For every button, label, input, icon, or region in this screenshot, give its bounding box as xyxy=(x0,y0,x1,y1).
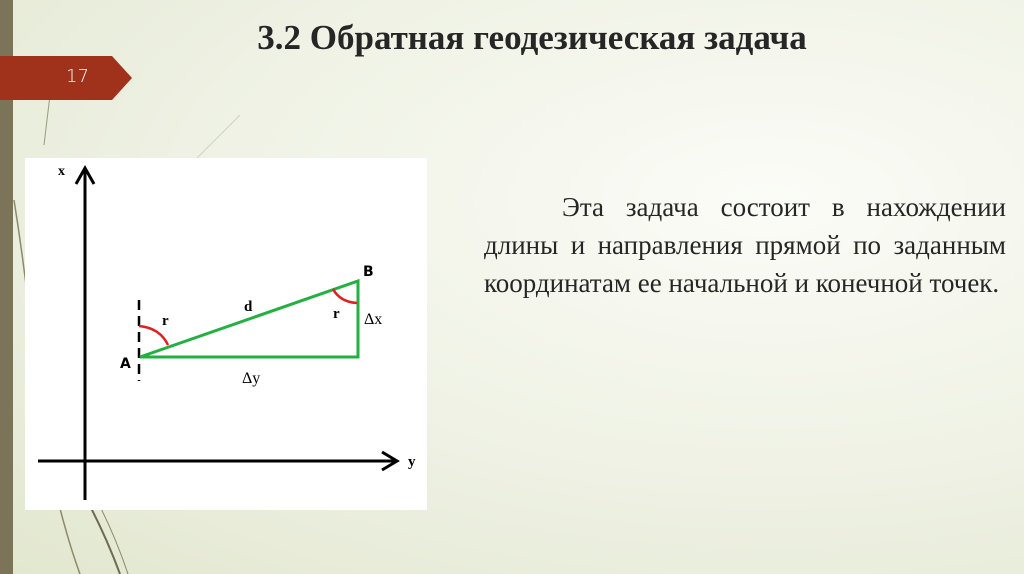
point-a-label: A xyxy=(120,356,131,372)
angle-a-arc xyxy=(138,324,170,346)
delta-x-label: Δx xyxy=(364,311,382,328)
axis-x-label: x xyxy=(58,164,65,179)
left-strip xyxy=(0,0,13,574)
triangle xyxy=(139,278,360,359)
angle-b-label: r xyxy=(333,306,340,322)
page-number: 17 xyxy=(66,66,89,87)
slide-title: 3.2 Обратная геодезическая задача xyxy=(257,18,807,57)
body-text: Эта задача состоит в нахождении длины и … xyxy=(484,192,1006,298)
point-b-label: B xyxy=(363,264,374,280)
delta-y-label: Δy xyxy=(242,370,260,387)
angle-a-label: r xyxy=(162,313,169,329)
y-axis-arrow-icon xyxy=(381,450,400,472)
page-number-badge: 17 xyxy=(0,56,132,100)
geodesic-diagram: x y r r d A B Δx Δy xyxy=(25,158,427,510)
axis-y-label: y xyxy=(408,454,416,470)
x-axis-arrow-icon xyxy=(74,164,96,185)
angle-b-arc xyxy=(331,288,358,305)
side-d-label: d xyxy=(244,299,253,315)
